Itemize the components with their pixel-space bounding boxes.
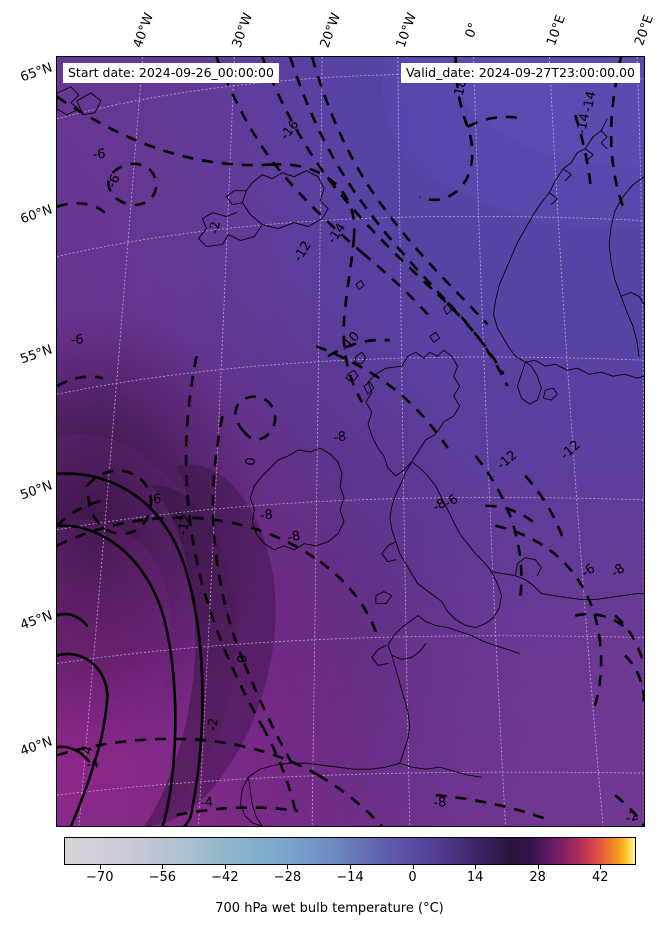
lon-tick-20E: 20°E — [632, 13, 657, 48]
colorbar-tick-label: −70 — [86, 870, 114, 885]
lon-tick-20W: 20°W — [317, 10, 345, 50]
colorbar-tick-label: 28 — [529, 870, 546, 885]
colorbar-tick-mark — [224, 865, 226, 869]
colorbar-tick-mark — [162, 865, 164, 869]
lat-tick-55N: 55°N — [18, 342, 55, 368]
lat-tick-60N: 60°N — [18, 202, 55, 228]
lon-tick-0: 0° — [462, 20, 482, 40]
valid-date-label: Valid_date: 2024-09-27T23:00:00.00 — [400, 63, 640, 83]
contour-label: -12 — [291, 239, 315, 265]
colorbar-tick-label: −56 — [148, 870, 177, 885]
contour-label: -14 — [580, 90, 599, 114]
contour-label: -6 — [105, 172, 124, 190]
colorbar-axis-label: 700 hPa wet bulb temperature (°C) — [215, 901, 444, 916]
colorbar[interactable] — [64, 837, 636, 865]
contour-label: -6 — [148, 492, 162, 508]
contour-label: -2 — [623, 808, 640, 826]
contour-label: 0 — [235, 654, 251, 663]
contour-label: -8 — [433, 795, 447, 811]
contour-label: -6 — [70, 332, 84, 348]
contour-label: -10 — [338, 329, 363, 355]
colorbar-tick-label: 14 — [466, 870, 484, 885]
contour-label: -8 — [286, 529, 301, 546]
lon-tick-30W: 30°W — [229, 10, 257, 50]
contour-label: -14 — [574, 112, 592, 135]
lon-tick-10W: 10°W — [393, 10, 421, 50]
colorbar-tick-mark — [350, 865, 351, 869]
contour-label: -8 — [333, 429, 348, 446]
contour-label: -12 — [176, 513, 194, 536]
contour-label: -18 — [451, 78, 470, 102]
colorbar-tick-label: −14 — [336, 870, 364, 885]
contour-label: -14 — [325, 221, 349, 247]
contour-label: -8 — [609, 561, 628, 581]
contour-labels: -18 -16 -14 -14 -14 -12 -12 -12 -12 -10 … — [70, 78, 640, 826]
colorbar-tick-mark — [600, 865, 602, 869]
lon-tick-40W: 40°W — [130, 10, 158, 50]
colorbar-tick-mark — [99, 865, 101, 869]
colorbar-tick-mark — [475, 865, 477, 869]
contour-label: -2 — [208, 221, 224, 235]
contour-label: -16 — [278, 117, 303, 143]
contour-label: -8 — [259, 508, 273, 524]
lat-tick-65N: 65°N — [18, 60, 55, 86]
contour-label: -12 — [558, 438, 584, 463]
colorbar-tick-mark — [537, 865, 539, 869]
colorbar-tick-label: 42 — [591, 870, 609, 885]
colorbar-gradient — [65, 838, 635, 864]
contour-label: 0 — [243, 457, 259, 466]
contour-lines — [57, 57, 644, 826]
map-plot-area[interactable]: -18 -16 -14 -14 -14 -12 -12 -12 -12 -10 … — [56, 56, 645, 827]
colorbar-tick-mark — [287, 865, 289, 869]
coastlines — [57, 86, 644, 826]
contour-label: -4 — [85, 756, 100, 773]
lat-tick-45N: 45°N — [18, 608, 55, 634]
lon-tick-10E: 10°E — [544, 13, 569, 48]
lat-tick-40N: 40°N — [18, 734, 55, 760]
contour-label: -4 — [200, 795, 214, 811]
colorbar-tick-label: −42 — [211, 870, 239, 885]
start-date-label: Start date: 2024-09-26_00:00:00 — [63, 63, 279, 83]
colorbar-tick-label: −28 — [273, 870, 302, 885]
contour-label: -2 — [206, 717, 222, 731]
contour-label: -6 — [92, 147, 106, 163]
colorbar-tick-label: 0 — [408, 870, 417, 885]
contour-label: -12 — [494, 448, 520, 473]
contour-label: 4 — [80, 745, 96, 756]
colorbar-tick-mark — [412, 865, 414, 869]
lat-tick-50N: 50°N — [18, 478, 55, 504]
contour-label: -6 — [579, 561, 598, 581]
